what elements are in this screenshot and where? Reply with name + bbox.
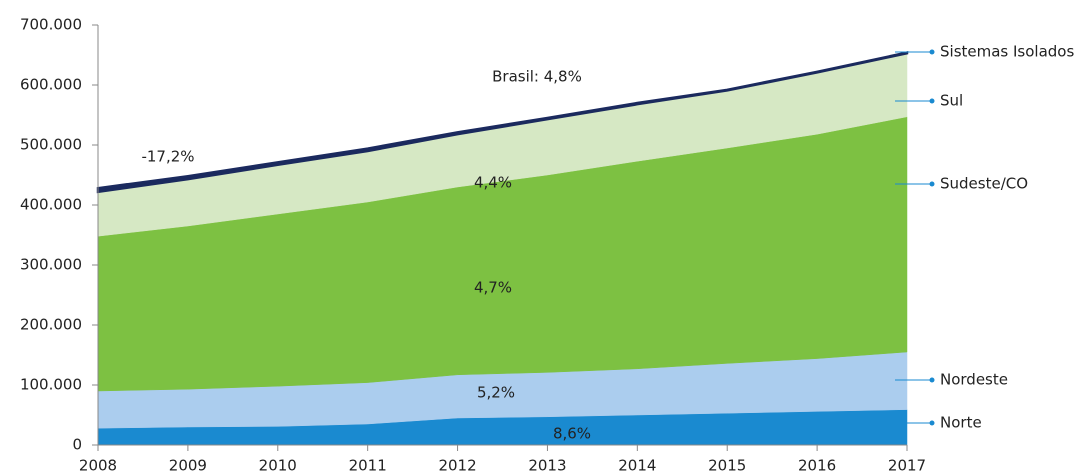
- x-tick-label: 2015: [708, 457, 746, 475]
- x-tick-label: 2012: [438, 457, 476, 475]
- x-tick-label: 2009: [169, 457, 207, 475]
- y-tick-label: 400.000: [20, 196, 82, 214]
- legend-label: Sudeste/CO: [940, 175, 1028, 193]
- annotation: 8,6%: [553, 425, 591, 443]
- legend-dot: [929, 49, 935, 55]
- x-tick-label: 2010: [259, 457, 297, 475]
- legend-label: Nordeste: [940, 371, 1008, 389]
- y-tick-label: 100.000: [20, 376, 82, 394]
- annotation: Brasil: 4,8%: [492, 68, 582, 86]
- annotation: 5,2%: [477, 384, 515, 402]
- area: [96, 51, 909, 194]
- legend-dot: [929, 181, 935, 187]
- y-tick-label: 600.000: [20, 76, 82, 94]
- y-tick-label: 500.000: [20, 136, 82, 154]
- y-tick-label: 700.000: [20, 16, 82, 34]
- y-tick-label: 0: [72, 436, 82, 454]
- x-tick-label: 2014: [618, 457, 656, 475]
- legend-label: Sistemas Isolados: [940, 43, 1074, 61]
- annotation: -17,2%: [141, 148, 194, 166]
- x-tick-label: 2013: [528, 457, 566, 475]
- y-tick-label: 200.000: [20, 316, 82, 334]
- x-tick-label: 2011: [349, 457, 387, 475]
- x-tick-label: 2017: [888, 457, 926, 475]
- legend-dot: [929, 420, 935, 426]
- x-tick-label: 2008: [79, 457, 117, 475]
- legend-dot: [929, 98, 935, 104]
- x-tick-label: 2016: [798, 457, 836, 475]
- annotation: 4,4%: [474, 174, 512, 192]
- legend-label: Norte: [940, 414, 982, 432]
- legend-dot: [929, 377, 935, 383]
- annotation: 4,7%: [474, 279, 512, 297]
- legend-label: Sul: [940, 92, 963, 110]
- y-tick-label: 300.000: [20, 256, 82, 274]
